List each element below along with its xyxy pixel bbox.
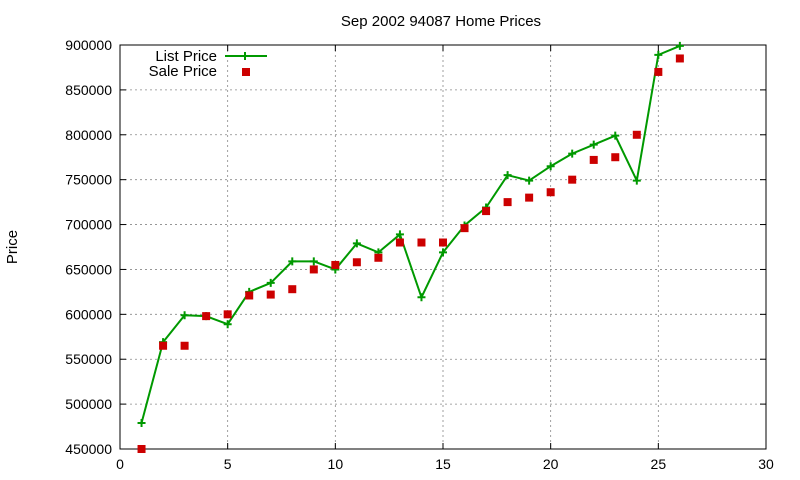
list-price-line bbox=[140, 44, 681, 424]
x-tick-label: 0 bbox=[116, 456, 124, 472]
sale-price-point bbox=[611, 153, 620, 162]
y-tick-label: 600000 bbox=[65, 306, 112, 322]
x-tick-label: 10 bbox=[328, 456, 344, 472]
sale-price-point bbox=[503, 198, 512, 207]
sale-price-point bbox=[675, 54, 684, 63]
grid-layer bbox=[120, 45, 766, 449]
tick-layer: 0 5 10 15 20 25 30 450000 500000 550000 600000 6500… bbox=[65, 37, 774, 472]
list-price-point bbox=[266, 278, 275, 287]
list-price-point bbox=[611, 131, 620, 140]
legend-label-list-price: List Price bbox=[155, 48, 217, 65]
list-price-point bbox=[137, 418, 146, 427]
legend-swatch-list-price-marker bbox=[241, 52, 249, 60]
sale-price-point bbox=[245, 291, 254, 300]
list-price-point bbox=[568, 149, 577, 158]
series-layer bbox=[137, 41, 684, 453]
sale-price-point bbox=[482, 207, 491, 216]
list-price-point bbox=[180, 311, 189, 320]
x-tick-label: 30 bbox=[758, 456, 774, 472]
list-price-point bbox=[546, 162, 555, 171]
sale-price-point bbox=[460, 224, 469, 233]
sale-price-point bbox=[546, 188, 555, 197]
y-tick-label: 900000 bbox=[65, 37, 112, 53]
sale-price-point bbox=[331, 260, 340, 269]
list-price-point bbox=[503, 171, 512, 180]
y-tick-label: 850000 bbox=[65, 82, 112, 98]
sale-price-point bbox=[417, 238, 426, 247]
x-tick-label: 5 bbox=[224, 456, 232, 472]
sale-price-point bbox=[288, 285, 297, 294]
x-tick-label: 15 bbox=[435, 456, 451, 472]
y-tick-label: 500000 bbox=[65, 396, 112, 412]
sale-price-point bbox=[202, 312, 211, 321]
sale-price-point bbox=[159, 341, 168, 350]
list-price-point bbox=[632, 176, 641, 185]
list-price-point bbox=[223, 320, 232, 329]
legend-swatch-sale-price-marker bbox=[242, 68, 250, 76]
sale-price-point bbox=[589, 155, 598, 164]
sale-price-point bbox=[309, 265, 318, 274]
y-tick-label: 450000 bbox=[65, 441, 112, 457]
sale-price-point bbox=[352, 258, 361, 267]
sale-price-point bbox=[374, 253, 383, 262]
list-price-point bbox=[352, 239, 361, 248]
y-axis-label: Price bbox=[4, 230, 21, 264]
x-tick-label: 20 bbox=[543, 456, 559, 472]
sale-price-point bbox=[439, 238, 447, 247]
sale-price-point bbox=[395, 238, 404, 247]
list-price-point bbox=[525, 176, 534, 185]
list-price-point bbox=[675, 41, 684, 50]
y-tick-label: 700000 bbox=[65, 217, 112, 233]
list-price-point bbox=[439, 248, 447, 257]
sale-price-point bbox=[180, 341, 189, 350]
y-tick-label: 750000 bbox=[65, 172, 112, 188]
list-price-point bbox=[589, 140, 598, 149]
list-price-point bbox=[654, 50, 663, 59]
sale-price-point bbox=[632, 130, 641, 139]
list-price-point bbox=[288, 257, 297, 266]
sale-price-point bbox=[568, 175, 577, 184]
legend-label-sale-price: Sale Price bbox=[149, 63, 217, 80]
x-tick-label: 25 bbox=[651, 456, 667, 472]
sale-price-point bbox=[525, 193, 534, 202]
y-tick-label: 650000 bbox=[65, 261, 112, 277]
list-price-point bbox=[417, 293, 426, 302]
sale-price-point bbox=[266, 290, 275, 299]
sale-price-point bbox=[223, 310, 232, 319]
sale-price-point bbox=[654, 67, 663, 76]
list-price-point bbox=[309, 257, 318, 266]
sale-price-point bbox=[137, 445, 146, 453]
y-tick-label: 550000 bbox=[65, 351, 112, 367]
chart-title: Sep 2002 94087 Home Prices bbox=[341, 13, 541, 30]
legend: List Price Sale Price bbox=[149, 48, 267, 80]
y-tick-label: 800000 bbox=[65, 127, 112, 143]
list-price-point bbox=[395, 230, 404, 239]
